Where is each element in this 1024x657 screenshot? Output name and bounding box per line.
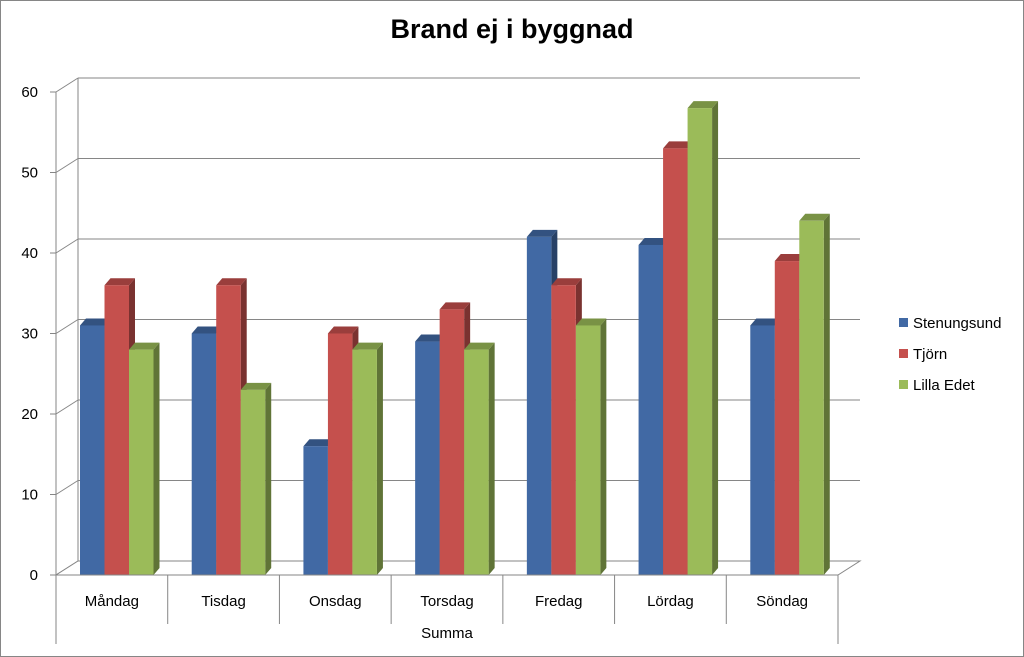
y-tick-label: 0 (30, 567, 38, 584)
bar (464, 349, 489, 575)
bar-top (129, 342, 160, 350)
bar-top (240, 382, 272, 390)
bar (327, 333, 353, 575)
bar (415, 341, 440, 575)
bar-top (774, 254, 806, 262)
bar-top (750, 318, 781, 326)
legend-swatch (899, 380, 908, 389)
y-tick-label: 20 (21, 406, 38, 423)
legend-swatch (899, 349, 908, 358)
bar-top (464, 342, 495, 350)
gridline-depth (55, 319, 79, 334)
gridline-depth (55, 238, 79, 254)
x-tick-label: Tisdag (201, 593, 245, 610)
x-tick-label: Måndag (85, 593, 139, 610)
gridline-depth (55, 480, 79, 495)
y-tick-label: 40 (21, 245, 38, 262)
bar-side (712, 101, 719, 575)
bar-top (663, 141, 694, 149)
y-tick-label: 50 (21, 165, 38, 182)
bar-top (216, 278, 247, 286)
bar-top (80, 318, 111, 326)
bar-side (265, 382, 272, 575)
bar (799, 220, 824, 576)
bar-top (415, 334, 446, 342)
bar (104, 285, 129, 575)
bar-top (439, 302, 471, 310)
legend-label: Tjörn (913, 346, 947, 363)
gridline-depth (55, 399, 79, 415)
bar-top (104, 278, 135, 286)
bar (575, 325, 601, 575)
x-tick-label: Fredag (535, 593, 583, 610)
bar-top (687, 101, 719, 109)
bar-top (638, 237, 670, 245)
bar-side (488, 342, 495, 575)
bar (129, 349, 154, 575)
legend-label: Stenungsund (913, 315, 1001, 332)
bar (80, 325, 105, 575)
x-tick-label: Lördag (647, 593, 694, 610)
y-tick-label: 60 (21, 84, 38, 101)
bar-top (352, 342, 383, 350)
bar (663, 148, 688, 575)
bar-top (303, 439, 334, 447)
chart-title: Brand ej i byggnad (390, 14, 634, 44)
x-tick-label: Onsdag (309, 593, 362, 610)
group-label: Summa (421, 625, 473, 642)
y-tick-label: 30 (21, 326, 38, 343)
bar-top (551, 278, 582, 286)
bar-side (600, 318, 607, 575)
bar-top (575, 318, 607, 326)
bar (687, 108, 713, 575)
bar-top (327, 326, 359, 334)
bar (750, 325, 775, 575)
bar-side (153, 342, 160, 575)
y-tick-label: 10 (21, 487, 38, 504)
bar (551, 285, 576, 575)
bar (526, 236, 552, 575)
gridline-depth (55, 77, 79, 93)
x-tick-label: Torsdag (420, 593, 473, 610)
legend-swatch (899, 318, 908, 327)
bar (240, 389, 266, 575)
bar (216, 285, 241, 575)
bar (774, 261, 800, 575)
bar-top (799, 213, 830, 221)
bar-top (526, 229, 558, 237)
bar-top (191, 326, 223, 334)
bar (352, 349, 377, 575)
bar (303, 446, 328, 575)
x-tick-label: Söndag (756, 593, 808, 610)
legend-label: Lilla Edet (913, 377, 976, 394)
gridline-depth (55, 158, 79, 173)
bar (439, 309, 465, 575)
bar-side (376, 342, 383, 575)
bar-side (823, 213, 830, 576)
bar (638, 244, 664, 575)
bar (191, 333, 217, 575)
